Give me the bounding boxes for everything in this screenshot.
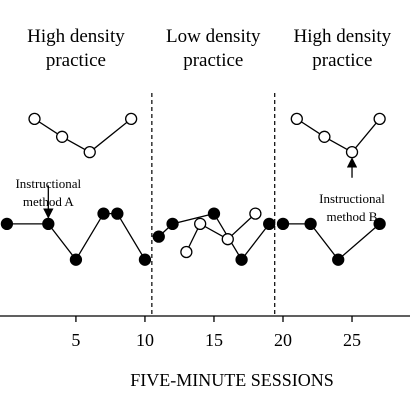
series-lines (6, 118, 381, 261)
phase-label: Low density (166, 26, 261, 47)
x-tick-label: 20 (274, 330, 292, 350)
open-data-point (180, 245, 193, 259)
filled-data-point (235, 253, 248, 266)
x-tick-label: 15 (205, 330, 223, 350)
filled-data-point (111, 207, 124, 220)
open-data-point (221, 233, 234, 246)
phase-labels: High density practice Low density practice H… (27, 26, 392, 71)
x-tick-label: 5 (71, 330, 80, 350)
open-data-point (83, 146, 96, 159)
open-data-point (124, 112, 138, 126)
x-tick-label: 10 (136, 330, 154, 350)
phase-label: practice (183, 50, 243, 71)
x-axis-ticks: 5 10 15 20 25 (71, 316, 361, 350)
data-points (0, 112, 386, 266)
open-data-point (373, 112, 386, 126)
filled-data-point (373, 217, 386, 230)
filled-data-point (42, 217, 55, 230)
annotation-text: method B (327, 209, 378, 224)
open-series-line (34, 118, 132, 153)
open-series-line (296, 118, 381, 153)
open-data-point (194, 217, 207, 230)
filled-data-point (304, 217, 317, 230)
open-data-point (249, 207, 262, 220)
phase-label: practice (312, 50, 372, 71)
filled-data-point (0, 217, 14, 230)
filled-data-point (152, 230, 165, 243)
filled-data-point (166, 217, 179, 230)
filled-data-point (69, 253, 83, 266)
phase-label: High density (27, 26, 125, 47)
filled-data-point (276, 217, 290, 230)
filled-data-point (207, 207, 221, 220)
open-data-point (290, 112, 303, 126)
phase-label: practice (46, 50, 106, 71)
x-axis-title: FIVE-MINUTE SESSIONS (130, 370, 334, 390)
filled-data-point (97, 207, 110, 220)
open-data-point (318, 130, 331, 143)
filled-series-line (282, 223, 381, 261)
filled-data-point (332, 253, 345, 266)
phase-label: High density (294, 26, 392, 47)
annotation-text: Instructional (15, 176, 81, 191)
filled-data-point (138, 253, 152, 266)
filled-data-point (263, 217, 276, 230)
open-data-point (55, 130, 69, 143)
filled-series-line (6, 212, 146, 261)
x-axis: 5 10 15 20 25 FIVE-MINUTE SESSIONS (0, 315, 410, 390)
x-tick-label: 25 (343, 330, 361, 350)
open-series-line (185, 213, 256, 253)
open-data-point (345, 146, 359, 159)
phase-change-lines (151, 93, 276, 316)
open-data-point (28, 112, 41, 126)
annotation-text: Instructional (319, 191, 385, 206)
